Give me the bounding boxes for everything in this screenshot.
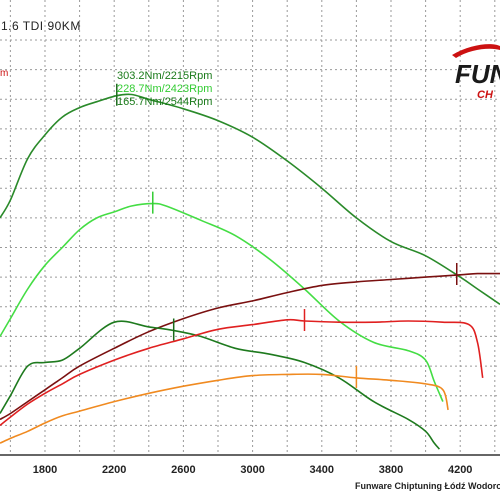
logo-swoosh-icon <box>452 44 500 58</box>
x-tick-label: 1800 <box>33 464 57 476</box>
brand-logo: FUN CH <box>452 44 500 101</box>
grid <box>0 0 500 456</box>
series-line-2 <box>0 202 444 402</box>
series-line-5 <box>0 318 484 427</box>
x-tick-label: 2200 <box>102 464 126 476</box>
series-line-4 <box>0 320 441 450</box>
x-tick-label: 3000 <box>240 464 264 476</box>
x-tick-label: 4200 <box>448 464 472 476</box>
series-layer <box>0 93 500 450</box>
series-line-1 <box>0 93 500 306</box>
annotation-1: 303.2Nm/2215Rpm <box>117 70 212 82</box>
chart-title: 1.6 TDI 90KM <box>1 19 81 33</box>
annotation-2: 228.7Nm/2423Rpm <box>117 83 212 95</box>
x-tick-label: 3400 <box>310 464 334 476</box>
marker-layer <box>116 83 458 388</box>
x-tick-label: 2600 <box>171 464 195 476</box>
series-line-6 <box>0 373 449 444</box>
x-axis-ticks: 1800 2200 2600 3000 3400 3800 4200 <box>33 464 473 476</box>
annotation-3: 165.7Nm/2544Rpm <box>117 96 212 108</box>
footer-text: Funware Chiptuning Łódź Wodoro <box>355 481 500 491</box>
series-line-3 <box>0 272 500 421</box>
brand-sub: CH <box>477 89 494 101</box>
x-tick-label: 3800 <box>379 464 403 476</box>
unit-label: m <box>0 68 8 79</box>
brand-name: FUN <box>455 59 500 89</box>
